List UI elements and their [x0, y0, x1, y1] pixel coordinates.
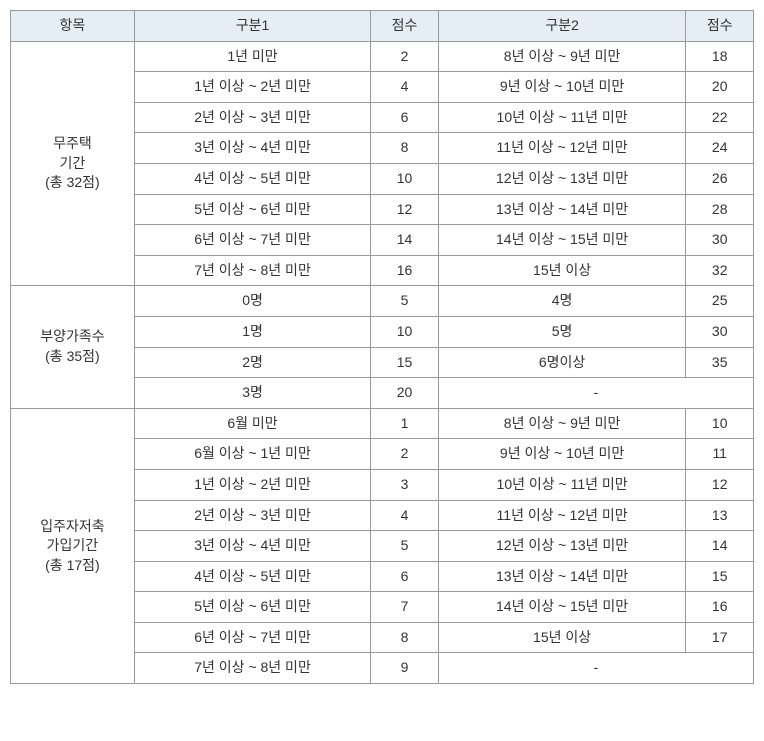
cell-score2: 11	[686, 439, 754, 470]
cell-div2: 14년 이상 ~ 15년 미만	[438, 592, 686, 623]
cell-score2: 16	[686, 592, 754, 623]
cell-score1: 20	[371, 378, 439, 409]
cell-div2: 12년 이상 ~ 13년 미만	[438, 163, 686, 194]
cell-div1: 5년 이상 ~ 6년 미만	[134, 194, 370, 225]
cell-score1: 5	[371, 531, 439, 562]
cell-score1: 4	[371, 72, 439, 103]
scoring-table: 항목 구분1 점수 구분2 점수 무주택기간(총 32점)1년 미만28년 이상…	[10, 10, 754, 684]
cell-score2: 13	[686, 500, 754, 531]
cell-score2: 22	[686, 102, 754, 133]
cell-div1: 4년 이상 ~ 5년 미만	[134, 561, 370, 592]
cell-div2: 4명	[438, 286, 686, 317]
cell-div2: 14년 이상 ~ 15년 미만	[438, 225, 686, 256]
cell-div2: 5명	[438, 316, 686, 347]
cell-score2: 30	[686, 316, 754, 347]
cell-div2: 9년 이상 ~ 10년 미만	[438, 439, 686, 470]
cell-score1: 8	[371, 133, 439, 164]
header-div2: 구분2	[438, 11, 686, 42]
cell-score1: 10	[371, 316, 439, 347]
cell-score1: 16	[371, 255, 439, 286]
cell-score1: 2	[371, 41, 439, 72]
cell-div1: 2명	[134, 347, 370, 378]
cell-div1: 6월 이상 ~ 1년 미만	[134, 439, 370, 470]
cell-score1: 6	[371, 561, 439, 592]
cell-score2: 12	[686, 469, 754, 500]
table-row: 무주택기간(총 32점)1년 미만28년 이상 ~ 9년 미만18	[11, 41, 754, 72]
cell-div2: 11년 이상 ~ 12년 미만	[438, 133, 686, 164]
section-label: 입주자저축가입기간(총 17점)	[11, 408, 135, 683]
header-div1: 구분1	[134, 11, 370, 42]
cell-div1: 1년 미만	[134, 41, 370, 72]
cell-div2: 15년 이상	[438, 622, 686, 653]
cell-div1: 3년 이상 ~ 4년 미만	[134, 133, 370, 164]
cell-score2: 18	[686, 41, 754, 72]
cell-div1: 6년 이상 ~ 7년 미만	[134, 225, 370, 256]
cell-score1: 3	[371, 469, 439, 500]
cell-div2: 15년 이상	[438, 255, 686, 286]
cell-div2: 6명이상	[438, 347, 686, 378]
cell-score2: 35	[686, 347, 754, 378]
cell-score1: 8	[371, 622, 439, 653]
cell-score2: 10	[686, 408, 754, 439]
cell-div2: 8년 이상 ~ 9년 미만	[438, 41, 686, 72]
cell-div1: 7년 이상 ~ 8년 미만	[134, 653, 370, 684]
cell-div1: 0명	[134, 286, 370, 317]
cell-score2: 17	[686, 622, 754, 653]
cell-div2: -	[438, 653, 753, 684]
cell-score1: 14	[371, 225, 439, 256]
section-label: 무주택기간(총 32점)	[11, 41, 135, 286]
cell-score2: 25	[686, 286, 754, 317]
cell-score1: 4	[371, 500, 439, 531]
cell-score1: 2	[371, 439, 439, 470]
cell-div2: -	[438, 378, 753, 409]
cell-score1: 6	[371, 102, 439, 133]
header-item: 항목	[11, 11, 135, 42]
cell-score1: 9	[371, 653, 439, 684]
cell-score2: 24	[686, 133, 754, 164]
cell-div1: 6년 이상 ~ 7년 미만	[134, 622, 370, 653]
header-score1: 점수	[371, 11, 439, 42]
cell-score2: 15	[686, 561, 754, 592]
table-row: 부양가족수(총 35점)0명54명25	[11, 286, 754, 317]
cell-div1: 3년 이상 ~ 4년 미만	[134, 531, 370, 562]
table-header-row: 항목 구분1 점수 구분2 점수	[11, 11, 754, 42]
header-score2: 점수	[686, 11, 754, 42]
cell-div2: 10년 이상 ~ 11년 미만	[438, 102, 686, 133]
cell-score2: 20	[686, 72, 754, 103]
cell-div1: 3명	[134, 378, 370, 409]
cell-div2: 13년 이상 ~ 14년 미만	[438, 194, 686, 225]
cell-score2: 14	[686, 531, 754, 562]
cell-div2: 12년 이상 ~ 13년 미만	[438, 531, 686, 562]
cell-div2: 13년 이상 ~ 14년 미만	[438, 561, 686, 592]
cell-score2: 30	[686, 225, 754, 256]
cell-score1: 5	[371, 286, 439, 317]
cell-div1: 5년 이상 ~ 6년 미만	[134, 592, 370, 623]
cell-div1: 2년 이상 ~ 3년 미만	[134, 500, 370, 531]
cell-div1: 4년 이상 ~ 5년 미만	[134, 163, 370, 194]
cell-div1: 6월 미만	[134, 408, 370, 439]
cell-div1: 1년 이상 ~ 2년 미만	[134, 72, 370, 103]
section-label: 부양가족수(총 35점)	[11, 286, 135, 408]
cell-score1: 7	[371, 592, 439, 623]
cell-div2: 11년 이상 ~ 12년 미만	[438, 500, 686, 531]
cell-score2: 26	[686, 163, 754, 194]
cell-div2: 10년 이상 ~ 11년 미만	[438, 469, 686, 500]
cell-score1: 1	[371, 408, 439, 439]
cell-div2: 9년 이상 ~ 10년 미만	[438, 72, 686, 103]
cell-div1: 7년 이상 ~ 8년 미만	[134, 255, 370, 286]
cell-score1: 12	[371, 194, 439, 225]
cell-div1: 2년 이상 ~ 3년 미만	[134, 102, 370, 133]
cell-div1: 1명	[134, 316, 370, 347]
table-row: 입주자저축가입기간(총 17점)6월 미만18년 이상 ~ 9년 미만10	[11, 408, 754, 439]
cell-score2: 32	[686, 255, 754, 286]
cell-score2: 28	[686, 194, 754, 225]
cell-score1: 15	[371, 347, 439, 378]
cell-div2: 8년 이상 ~ 9년 미만	[438, 408, 686, 439]
cell-div1: 1년 이상 ~ 2년 미만	[134, 469, 370, 500]
cell-score1: 10	[371, 163, 439, 194]
